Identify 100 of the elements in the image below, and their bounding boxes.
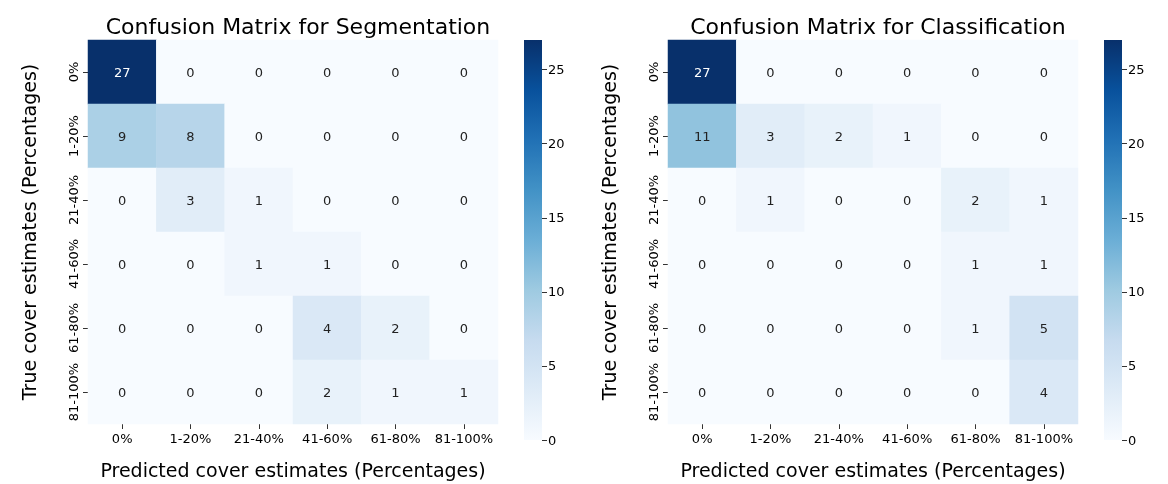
data-label: 0 <box>186 64 195 80</box>
data-label: 1 <box>323 256 332 272</box>
data-label: 0 <box>903 320 912 336</box>
color-bar-label: 20 <box>548 136 565 152</box>
x-tick-label: 41-60% <box>882 431 933 446</box>
data-label: 4 <box>323 320 332 336</box>
x-axis-title: Predicted cover estimates (Percentages) <box>100 458 486 481</box>
y-tick-label: 61-80% <box>646 302 661 354</box>
data-label: 0 <box>391 64 400 80</box>
data-label: 0 <box>971 64 980 80</box>
x-tick-label: 1-20% <box>749 431 792 446</box>
data-label: 0 <box>254 320 263 336</box>
color-bar-label: 15 <box>548 210 565 226</box>
data-label: 0 <box>1039 128 1048 144</box>
data-label: 0 <box>118 256 127 272</box>
data-label: 0 <box>903 64 912 80</box>
data-label: 0 <box>834 384 843 400</box>
data-label: 2 <box>971 192 980 208</box>
data-label: 1 <box>971 320 980 336</box>
data-label: 0 <box>254 128 263 144</box>
data-label: 1 <box>766 192 775 208</box>
data-label: 0 <box>903 192 912 208</box>
data-label: 0 <box>118 192 127 208</box>
y-tick-label: 1-20% <box>646 115 661 157</box>
data-label: 0 <box>698 256 707 272</box>
data-label: 2 <box>391 320 400 336</box>
x-tick-label: 21-40% <box>233 431 284 446</box>
data-label: 0 <box>698 192 707 208</box>
data-label: 11 <box>693 128 711 144</box>
data-label: 0 <box>459 64 468 80</box>
data-label: 0 <box>323 192 332 208</box>
color-bar-label: 5 <box>1128 358 1137 374</box>
data-label: 0 <box>903 384 912 400</box>
data-label: 0 <box>834 320 843 336</box>
color-bar-label: 20 <box>1128 136 1145 152</box>
data-label: 27 <box>113 64 131 80</box>
data-label: 5 <box>1039 320 1048 336</box>
data-label: 0 <box>1039 64 1048 80</box>
color-bar-label: 25 <box>548 62 565 78</box>
data-label: 4 <box>1039 384 1048 400</box>
data-label: 1 <box>391 384 400 400</box>
data-label: 0 <box>391 256 400 272</box>
data-label: 0 <box>459 128 468 144</box>
data-label: 1 <box>1039 256 1048 272</box>
data-label: 0 <box>254 64 263 80</box>
y-tick-label: 0% <box>646 61 661 83</box>
data-label: 0 <box>766 384 775 400</box>
data-label: 1 <box>971 256 980 272</box>
data-label: 0 <box>698 320 707 336</box>
data-label: 8 <box>186 128 195 144</box>
data-label: 0 <box>903 256 912 272</box>
x-tick-label: 41-60% <box>302 431 353 446</box>
y-axis-title: True cover estimates (Percentages) <box>17 63 40 402</box>
data-label: 0 <box>766 320 775 336</box>
data-label: 0 <box>186 384 195 400</box>
color-bar-label: 10 <box>1128 284 1145 300</box>
color-bar-label: 0 <box>1128 432 1137 448</box>
data-label: 0 <box>459 192 468 208</box>
x-tick-label: 81-100% <box>434 431 494 446</box>
data-label: 1 <box>254 192 263 208</box>
data-label: 0 <box>459 320 468 336</box>
data-label: 0 <box>186 320 195 336</box>
data-label: 0 <box>459 256 468 272</box>
data-label: 0 <box>323 64 332 80</box>
y-tick-label: 41-60% <box>66 238 81 290</box>
data-label: 0 <box>766 256 775 272</box>
data-label: 1 <box>459 384 468 400</box>
data-label: 0 <box>186 256 195 272</box>
color-bar-label: 5 <box>548 358 557 374</box>
data-label: 0 <box>971 384 980 400</box>
x-tick-label: 81-100% <box>1014 431 1074 446</box>
data-label: 0 <box>834 192 843 208</box>
y-tick-label: 21-40% <box>646 174 661 226</box>
data-label: 1 <box>254 256 263 272</box>
x-tick-label: 0% <box>111 431 133 446</box>
data-label: 3 <box>766 128 775 144</box>
color-bar-label: 10 <box>548 284 565 300</box>
x-tick-label: 21-40% <box>813 431 864 446</box>
data-label: 0 <box>391 128 400 144</box>
data-label: 1 <box>1039 192 1048 208</box>
x-tick-label: 61-80% <box>950 431 1001 446</box>
data-label: 0 <box>118 320 127 336</box>
data-label: 9 <box>118 128 127 144</box>
x-axis-title: Predicted cover estimates (Percentages) <box>680 458 1066 481</box>
data-label: 2 <box>834 128 843 144</box>
data-label: 0 <box>391 192 400 208</box>
y-tick-label: 1-20% <box>66 115 81 157</box>
data-label: 0 <box>766 64 775 80</box>
chart-title: Confusion Matrix for Classification <box>690 13 1066 39</box>
y-tick-label: 0% <box>66 61 81 83</box>
x-tick-label: 61-80% <box>370 431 421 446</box>
data-label: 0 <box>254 384 263 400</box>
data-label: 0 <box>698 384 707 400</box>
data-label: 0 <box>118 384 127 400</box>
color-bar-label: 0 <box>548 432 557 448</box>
y-axis-title: True cover estimates (Percentages) <box>597 63 620 402</box>
x-tick-label: 0% <box>691 431 713 446</box>
data-label: 0 <box>834 256 843 272</box>
data-label: 0 <box>971 128 980 144</box>
y-tick-label: 61-80% <box>66 302 81 354</box>
